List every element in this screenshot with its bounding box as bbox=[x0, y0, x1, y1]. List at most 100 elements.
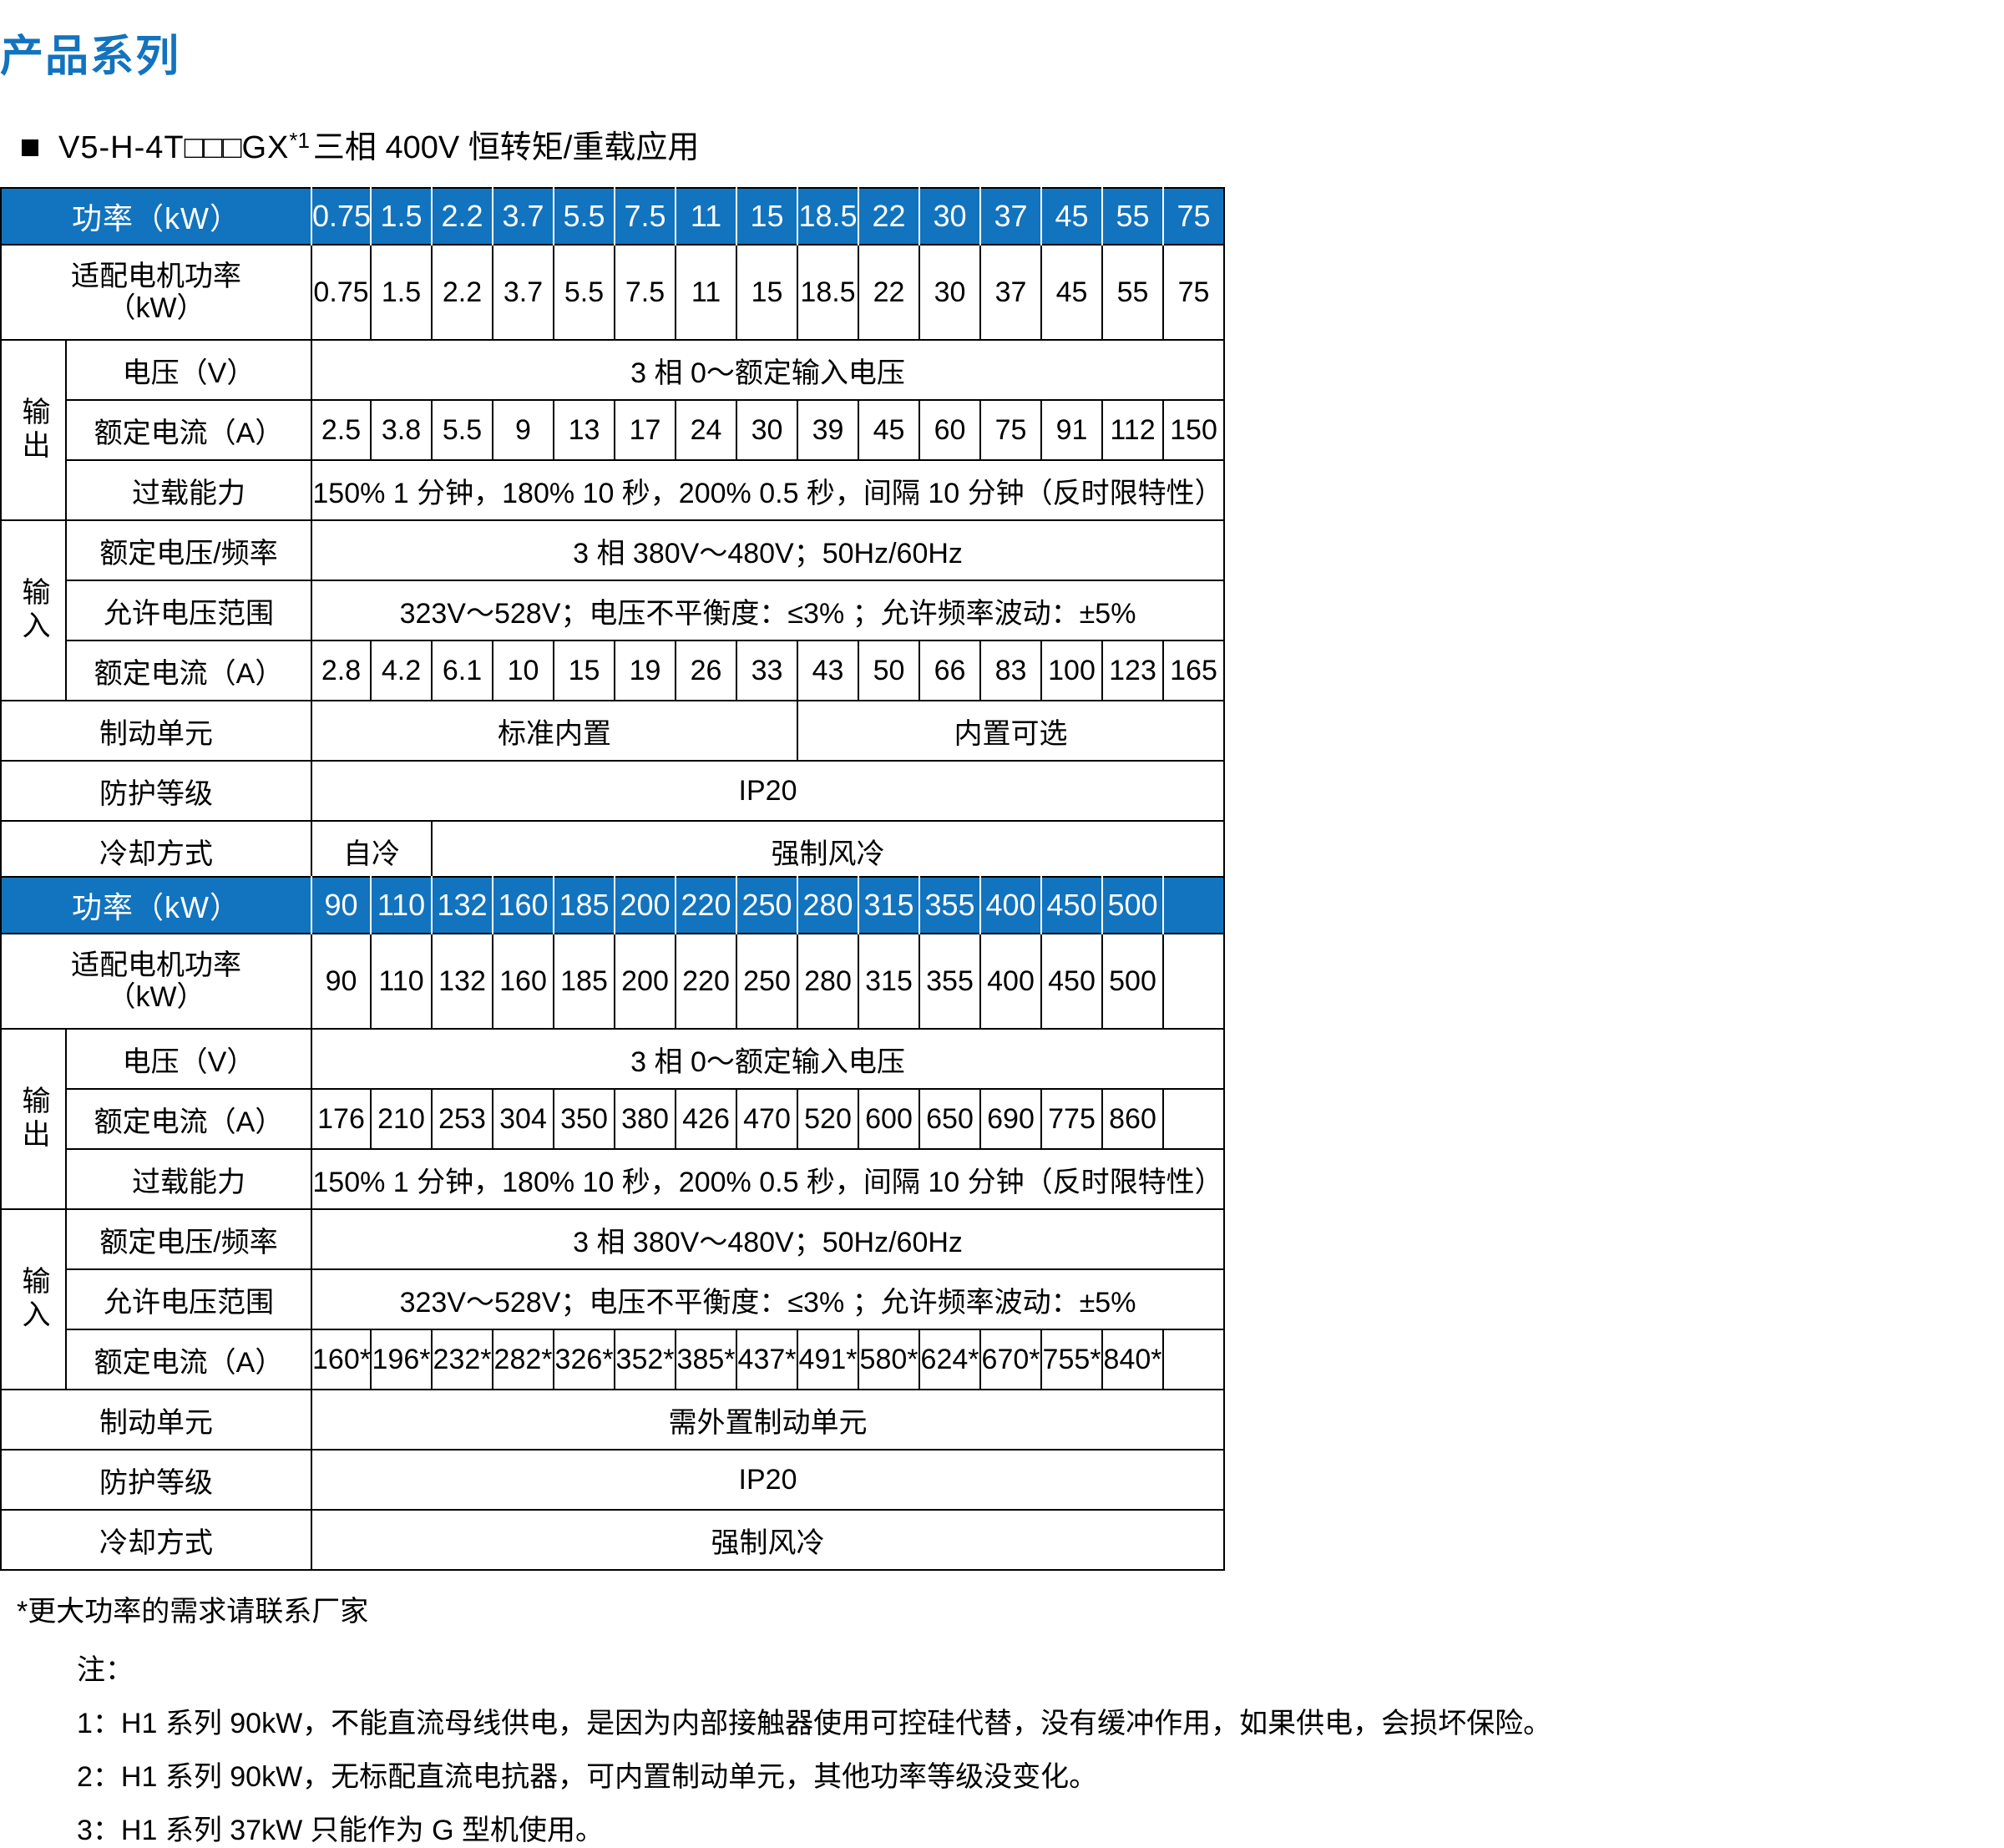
table-cell-overload-capacity: 150% 1 分钟，180% 10 秒，200% 0.5 秒，间隔 10 分钟（… bbox=[311, 459, 1226, 521]
footnote-star: *更大功率的需求请联系厂家 bbox=[17, 1596, 369, 1628]
row-label-overload: 过载能力 bbox=[64, 1148, 313, 1210]
table-cell: 232* bbox=[431, 1329, 494, 1390]
table-cell: 10 bbox=[492, 640, 555, 701]
table-cell: 350 bbox=[553, 1088, 616, 1150]
table-cell: 11 bbox=[675, 244, 738, 341]
table-cell-cooling-self: 自冷 bbox=[311, 820, 433, 882]
table-cell: 253 bbox=[431, 1088, 494, 1150]
table-cell: 500 bbox=[1101, 933, 1165, 1030]
header-power-value: 3.7 bbox=[493, 188, 555, 245]
header-power-value: 200 bbox=[615, 877, 677, 934]
header-power-value: 30 bbox=[919, 188, 982, 245]
table-cell-allowed-voltage-range: 323V～528V；电压不平衡度：≤3% ；允许频率波动：±5% bbox=[311, 1268, 1226, 1330]
table-cell: 24 bbox=[675, 399, 738, 461]
table-row-voltage-range: 允许电压范围 323V～528V；电压不平衡度：≤3% ；允许频率波动：±5% bbox=[1, 580, 1226, 641]
header-power-value: 7.5 bbox=[615, 188, 677, 245]
row-label-line1: 适配电机功率 bbox=[71, 949, 241, 981]
table-row-input-current: 额定电流（A） 2.8 4.2 6.1 10 15 19 26 33 43 50… bbox=[1, 640, 1226, 701]
header-power-value-empty bbox=[1163, 877, 1225, 934]
table-cell: 22 bbox=[858, 244, 921, 341]
row-label-rated-current: 额定电流（A） bbox=[64, 399, 313, 461]
table-cell: 380 bbox=[614, 1088, 677, 1150]
header-power-value: 220 bbox=[676, 877, 738, 934]
table-row-input-voltage-freq: 输入 额定电压/频率 3 相 380V～480V；50Hz/60Hz bbox=[0, 1208, 1226, 1390]
table-cell-braking-standard: 标准内置 bbox=[311, 700, 799, 762]
header-power-value: 55 bbox=[1102, 188, 1165, 245]
table-cell: 624* bbox=[918, 1329, 982, 1390]
table-cell: 60 bbox=[918, 399, 982, 461]
header-power-value: 75 bbox=[1163, 188, 1225, 245]
row-label-voltage-range: 允许电压范围 bbox=[64, 580, 313, 641]
table-cell: 17 bbox=[614, 399, 677, 461]
row-label-protection-level: 防护等级 bbox=[0, 760, 313, 822]
row-group-label-input: 输入 bbox=[0, 519, 67, 701]
table-cell: 55 bbox=[1101, 244, 1165, 341]
table-cell: 280 bbox=[797, 933, 860, 1030]
table-cell: 43 bbox=[797, 640, 860, 701]
table-cell-allowed-voltage-range: 323V～528V；电压不平衡度：≤3% ；允许频率波动：±5% bbox=[311, 580, 1226, 641]
table-cell-empty bbox=[1162, 933, 1226, 1030]
table-cell: 755* bbox=[1040, 1329, 1104, 1390]
table-cell: 650 bbox=[918, 1088, 982, 1150]
table-cell: 2.5 bbox=[311, 399, 372, 461]
row-group-label-input: 输入 bbox=[0, 1208, 67, 1390]
row-label-rated-current: 额定电流（A） bbox=[64, 640, 313, 701]
table-cell: 0.75 bbox=[311, 244, 372, 341]
table-cell: 352* bbox=[614, 1329, 677, 1390]
table-row-braking-unit: 制动单元 标准内置 内置可选 bbox=[0, 700, 1226, 762]
table-cell: 315 bbox=[858, 933, 921, 1030]
model-designation-line: V5-H-4T □□□ GX *1 三相 400V 恒转矩/重载应用 bbox=[22, 129, 700, 165]
header-power-value: 280 bbox=[797, 877, 860, 934]
header-power-value: 37 bbox=[980, 188, 1043, 245]
header-power-value: 450 bbox=[1041, 877, 1104, 934]
table-cell: 3.7 bbox=[492, 244, 555, 341]
table-cell: 110 bbox=[370, 933, 433, 1030]
model-code-suffix: GX bbox=[241, 130, 290, 165]
table-cell: 200 bbox=[614, 933, 677, 1030]
footnote-3: 3：H1 系列 37kW 只能作为 G 型机使用。 bbox=[77, 1815, 604, 1846]
row-label-rated-voltage-freq: 额定电压/频率 bbox=[64, 519, 313, 581]
table-row-output-voltage: 输出 电压（V） 3 相 0～额定输入电压 bbox=[0, 339, 1226, 521]
table-cell: 196* bbox=[370, 1329, 433, 1390]
table-cell: 39 bbox=[797, 399, 860, 461]
table-row-overload: 过载能力 150% 1 分钟，180% 10 秒，200% 0.5 秒，间隔 1… bbox=[1, 1148, 1226, 1210]
header-power-label: 功率（kW） bbox=[1, 877, 313, 934]
row-label-braking-unit: 制动单元 bbox=[0, 700, 313, 762]
table-cell: 160* bbox=[311, 1329, 372, 1390]
table-cell: 860 bbox=[1101, 1088, 1165, 1150]
table-cell: 304 bbox=[492, 1088, 555, 1150]
table-row-cooling: 冷却方式 自冷 强制风冷 bbox=[0, 820, 1226, 882]
table-cell: 132 bbox=[431, 933, 494, 1030]
table-cell: 775 bbox=[1040, 1088, 1104, 1150]
header-power-value: 250 bbox=[736, 877, 799, 934]
model-code-prefix: V5-H-4T bbox=[58, 130, 185, 165]
table-cell: 7.5 bbox=[614, 244, 677, 341]
table-cell: 450 bbox=[1040, 933, 1104, 1030]
table-cell: 2.8 bbox=[311, 640, 372, 701]
table-cell: 491* bbox=[797, 1329, 860, 1390]
table-cell: 282* bbox=[492, 1329, 555, 1390]
table-cell: 15 bbox=[736, 244, 799, 341]
row-label-voltage: 电压（V） bbox=[64, 339, 313, 401]
table-cell: 250 bbox=[736, 933, 799, 1030]
header-power-value: 185 bbox=[554, 877, 616, 934]
table-cell: 50 bbox=[858, 640, 921, 701]
table-cell: 3.8 bbox=[370, 399, 433, 461]
row-label-rated-current: 额定电流（A） bbox=[64, 1088, 313, 1150]
row-label-voltage: 电压（V） bbox=[64, 1028, 313, 1090]
table-cell: 580* bbox=[858, 1329, 921, 1390]
table-cell-braking-optional: 内置可选 bbox=[797, 700, 1226, 762]
header-power-value: 160 bbox=[493, 877, 555, 934]
table-cell: 6.1 bbox=[431, 640, 494, 701]
table-cell: 600 bbox=[858, 1088, 921, 1150]
table-cell: 83 bbox=[979, 640, 1043, 701]
table-cell: 30 bbox=[918, 244, 982, 341]
table-row-input-current: 额定电流（A） 160* 196* 232* 282* 326* 352* 38… bbox=[1, 1329, 1226, 1390]
spec-table-high-power: 功率（kW） 90 110 132 160 185 200 220 250 28… bbox=[0, 876, 1226, 1571]
model-description: 三相 400V 恒转矩/重载应用 bbox=[312, 130, 700, 165]
table-cell: 400 bbox=[979, 933, 1043, 1030]
row-label-cooling-method: 冷却方式 bbox=[0, 820, 313, 882]
row-label-line2: （kW） bbox=[107, 981, 205, 1013]
header-power-value: 1.5 bbox=[371, 188, 433, 245]
row-label-rated-voltage-freq: 额定电压/频率 bbox=[64, 1208, 313, 1270]
